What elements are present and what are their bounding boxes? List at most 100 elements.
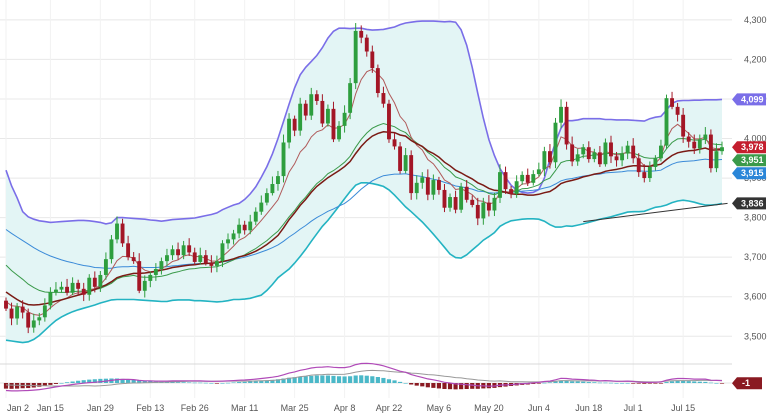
candle-body bbox=[176, 249, 181, 256]
candle-body bbox=[364, 37, 369, 52]
macd-histogram-bar bbox=[76, 380, 81, 383]
macd-histogram-bar bbox=[414, 383, 419, 386]
macd-histogram-bar bbox=[581, 381, 586, 383]
band-upper-line bbox=[5, 20, 723, 225]
candle-body bbox=[498, 172, 502, 198]
macd-value-tag bbox=[732, 377, 762, 390]
macd-histogram-bar bbox=[292, 377, 297, 383]
candle-body bbox=[536, 169, 541, 175]
macd-histogram-bar bbox=[442, 383, 447, 389]
candle-body bbox=[659, 145, 663, 159]
candle-body bbox=[237, 224, 242, 234]
macd-histogram-bar bbox=[620, 383, 625, 384]
value-tag bbox=[732, 167, 766, 180]
candle-body bbox=[492, 197, 497, 211]
macd-histogram-bar bbox=[658, 383, 664, 384]
macd-histogram-bar bbox=[175, 382, 181, 383]
candle-body bbox=[353, 30, 358, 84]
candle-body bbox=[109, 239, 114, 260]
x-tick-label: Feb 26 bbox=[181, 403, 209, 413]
macd-histogram-bar bbox=[675, 380, 680, 383]
candle-body bbox=[26, 312, 31, 328]
candle-body bbox=[459, 186, 464, 210]
candle-body bbox=[464, 186, 469, 200]
macd-histogram-bar bbox=[564, 380, 569, 383]
candle-body bbox=[681, 114, 686, 137]
macd-histogram-bar bbox=[370, 376, 375, 383]
macd-histogram-bar bbox=[625, 383, 630, 384]
candle-body bbox=[436, 180, 441, 190]
band-lower-line bbox=[5, 182, 723, 344]
candle-body bbox=[37, 317, 42, 321]
candle-body bbox=[670, 98, 674, 107]
candle-body bbox=[597, 152, 602, 165]
macd-histogram-bar bbox=[15, 383, 20, 389]
candle-body bbox=[531, 174, 536, 183]
candle-body bbox=[509, 189, 514, 194]
candle-body bbox=[54, 289, 58, 292]
macd-histogram-bar bbox=[53, 383, 59, 384]
macd-histogram-bar bbox=[692, 381, 697, 383]
candle-body bbox=[153, 269, 158, 275]
candle-body bbox=[287, 118, 292, 143]
candle-body bbox=[431, 180, 436, 195]
macd-histogram-bar bbox=[397, 381, 403, 383]
macd-histogram-bar bbox=[142, 380, 147, 383]
x-tick-label: Mar 11 bbox=[231, 403, 258, 413]
macd-histogram-bar bbox=[348, 376, 353, 383]
candle-body bbox=[514, 181, 519, 194]
candle-body bbox=[131, 257, 136, 262]
macd-histogram-bar bbox=[647, 383, 652, 384]
y-tick-label: 3,700 bbox=[744, 252, 767, 262]
candle-body bbox=[81, 288, 86, 295]
macd-histogram-bar bbox=[225, 382, 231, 384]
macd-histogram-bar bbox=[198, 382, 203, 384]
candle-body bbox=[120, 223, 125, 244]
macd-histogram-bar bbox=[126, 379, 131, 383]
candle-body bbox=[209, 263, 214, 266]
x-tick-label: Feb 13 bbox=[136, 403, 164, 413]
macd-histogram-bar bbox=[9, 383, 14, 389]
candle-body bbox=[92, 277, 97, 287]
macd-histogram-bar bbox=[425, 383, 430, 388]
x-tick-label: Jan 2 bbox=[7, 403, 29, 413]
candle-body bbox=[137, 261, 142, 291]
x-tick-label: Apr 22 bbox=[376, 403, 403, 413]
candle-body bbox=[348, 83, 353, 113]
candle-body bbox=[165, 255, 169, 262]
macd-histogram-bar bbox=[553, 381, 558, 383]
candle-body bbox=[59, 286, 64, 290]
x-tick-label: Jul 15 bbox=[671, 403, 695, 413]
candle-body bbox=[481, 202, 486, 219]
candle-body bbox=[375, 68, 380, 94]
candle-body bbox=[264, 193, 269, 203]
candle-body bbox=[337, 125, 341, 140]
macd-histogram-bar bbox=[220, 383, 225, 384]
candle-body bbox=[675, 106, 680, 115]
macd-histogram-bar bbox=[320, 375, 325, 383]
macd-histogram-bar bbox=[98, 378, 103, 383]
ma-blue-line bbox=[5, 158, 723, 269]
candle-body bbox=[342, 112, 347, 126]
macd-histogram-bar bbox=[597, 382, 602, 384]
candle-body bbox=[636, 158, 641, 173]
macd-histogram-bar bbox=[359, 375, 364, 383]
candle-body bbox=[270, 184, 275, 194]
value-tag bbox=[732, 93, 766, 106]
candle-body bbox=[20, 306, 25, 313]
macd-histogram-bar bbox=[608, 382, 614, 384]
macd-histogram-bar bbox=[436, 383, 442, 389]
candle-body bbox=[214, 261, 219, 266]
macd-histogram-bar bbox=[653, 383, 658, 384]
candle-body bbox=[276, 176, 280, 184]
candle-body bbox=[259, 202, 264, 212]
x-tick-label: Jan 15 bbox=[37, 403, 64, 413]
macd-histogram-bar bbox=[409, 383, 414, 385]
ma-dark-line bbox=[5, 131, 723, 306]
x-tick-label: Jul 1 bbox=[624, 403, 643, 413]
moving-averages bbox=[5, 68, 728, 316]
candle-body bbox=[42, 305, 47, 318]
candle-body bbox=[547, 151, 552, 163]
candle-body bbox=[570, 144, 575, 162]
